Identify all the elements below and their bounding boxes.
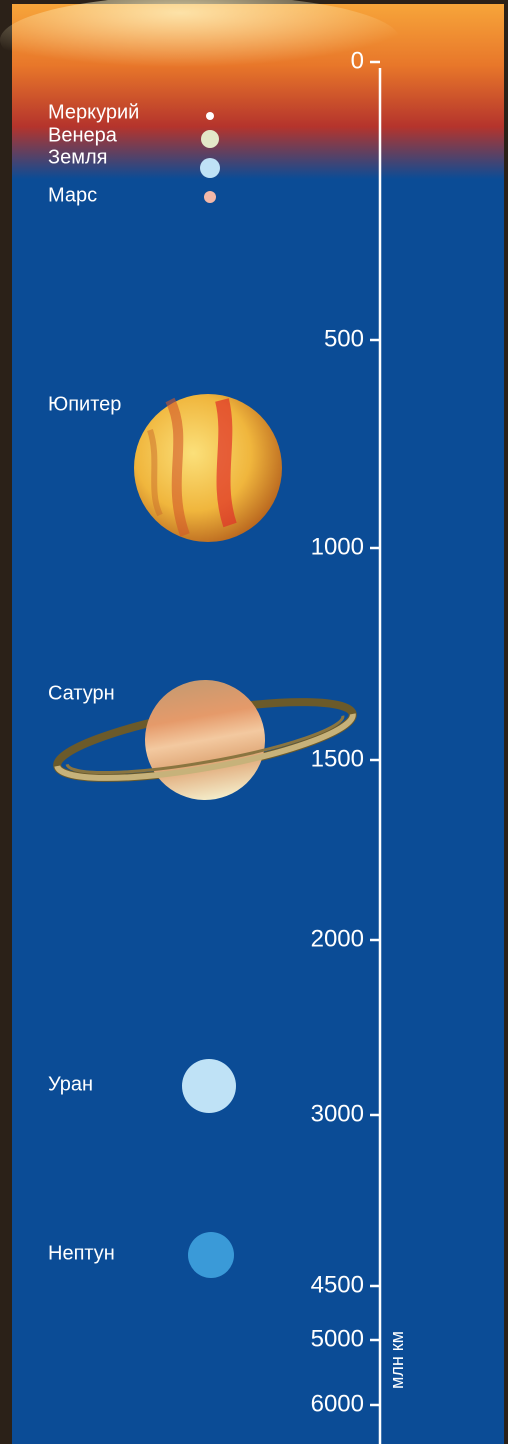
planet-label: Юпитер <box>48 393 121 415</box>
tick-label: 0 <box>351 47 364 74</box>
tick-label: 2000 <box>311 925 364 952</box>
planet-label: Меркурий <box>48 101 139 123</box>
planet-label: Венера <box>48 124 118 146</box>
tick-label: 1500 <box>311 745 364 772</box>
mercury <box>206 112 214 120</box>
infographic: 05001000150020003000450050006000 млн км … <box>0 0 508 1444</box>
venus <box>201 130 219 148</box>
tick-label: 1000 <box>311 533 364 560</box>
axis-unit: млн км <box>387 1331 407 1389</box>
tick-label: 5000 <box>311 1325 364 1352</box>
planet-label: Земля <box>48 146 107 168</box>
jupiter <box>134 394 282 542</box>
tick-label: 4500 <box>311 1271 364 1298</box>
planet-label: Уран <box>48 1073 93 1095</box>
mars <box>204 191 216 203</box>
tick-label: 6000 <box>311 1390 364 1417</box>
uranus <box>182 1059 236 1113</box>
earth <box>200 158 220 178</box>
neptune <box>188 1232 234 1278</box>
planet-label: Марс <box>48 184 97 206</box>
planet-label: Сатурн <box>48 682 115 704</box>
tick-label: 500 <box>324 325 364 352</box>
tick-label: 3000 <box>311 1100 364 1127</box>
planet-label: Нептун <box>48 1242 115 1264</box>
